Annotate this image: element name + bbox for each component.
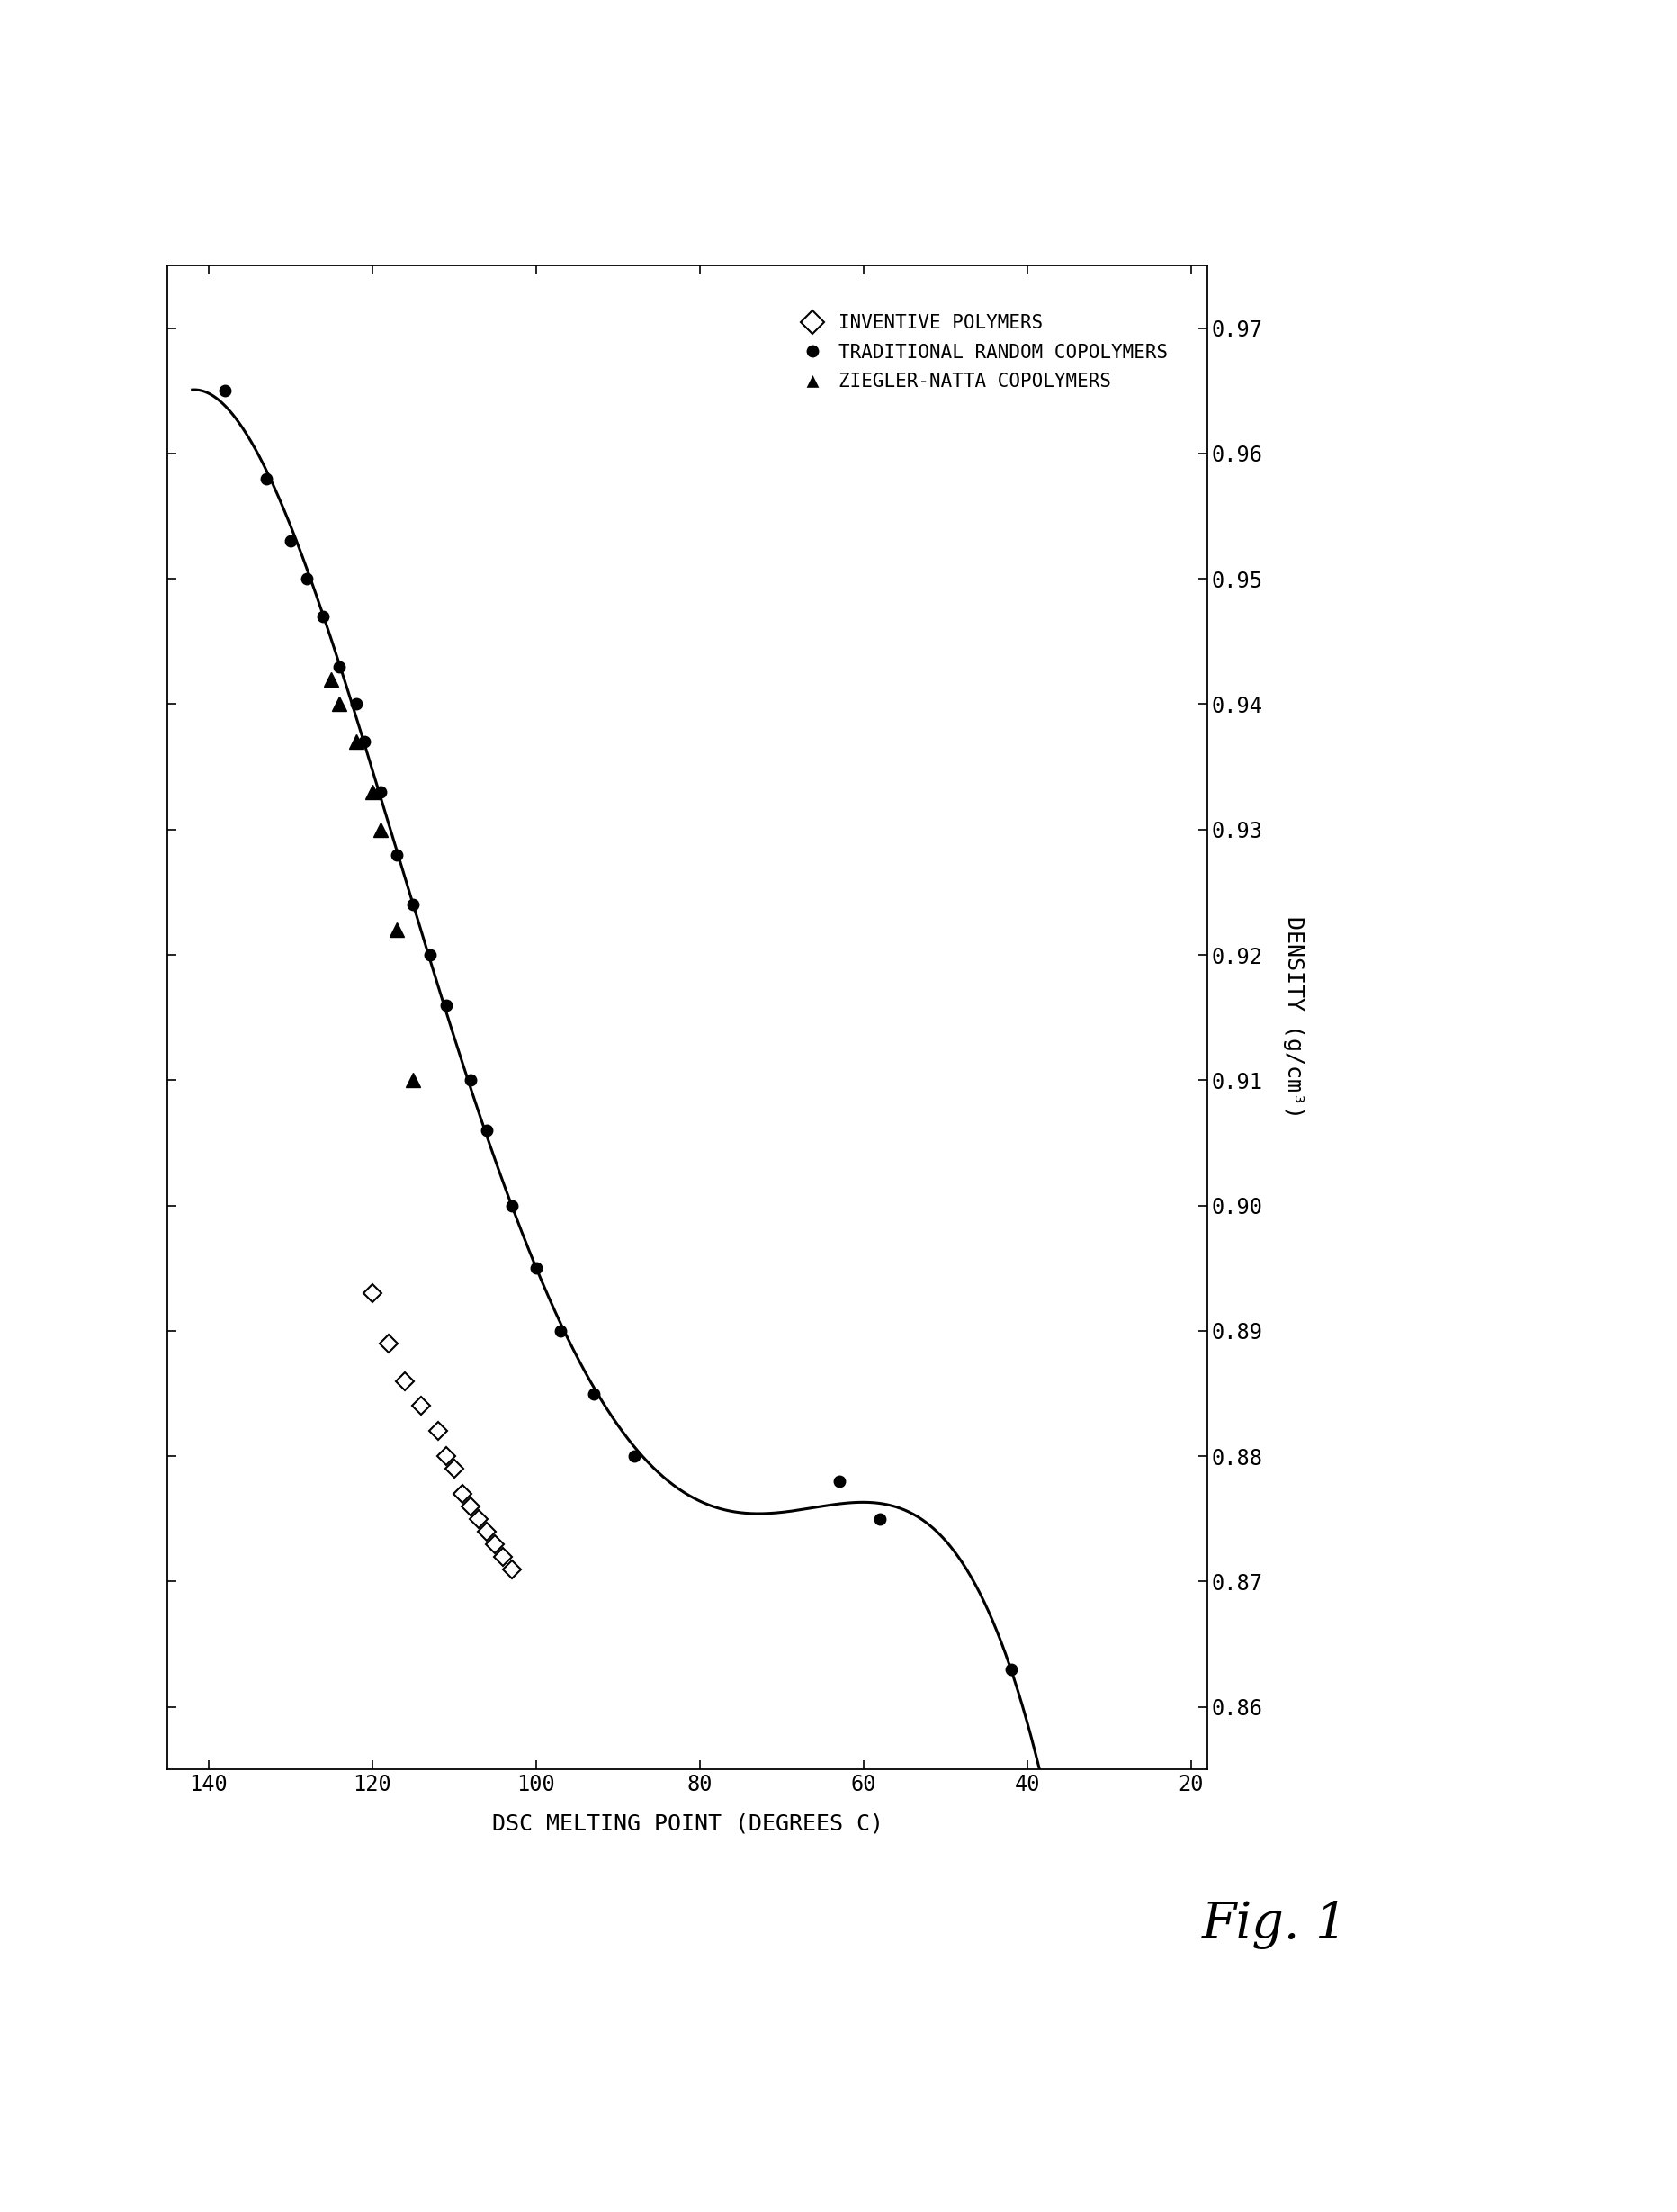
Text: Fig. 1: Fig. 1 <box>1201 1900 1348 1949</box>
Y-axis label: DENSITY (g/cm³): DENSITY (g/cm³) <box>1283 916 1305 1119</box>
X-axis label: DSC MELTING POINT (DEGREES C): DSC MELTING POINT (DEGREES C) <box>491 1814 884 1834</box>
Legend: INVENTIVE POLYMERS, TRADITIONAL RANDOM COPOLYMERS, ZIEGLER-NATTA COPOLYMERS: INVENTIVE POLYMERS, TRADITIONAL RANDOM C… <box>792 305 1177 400</box>
